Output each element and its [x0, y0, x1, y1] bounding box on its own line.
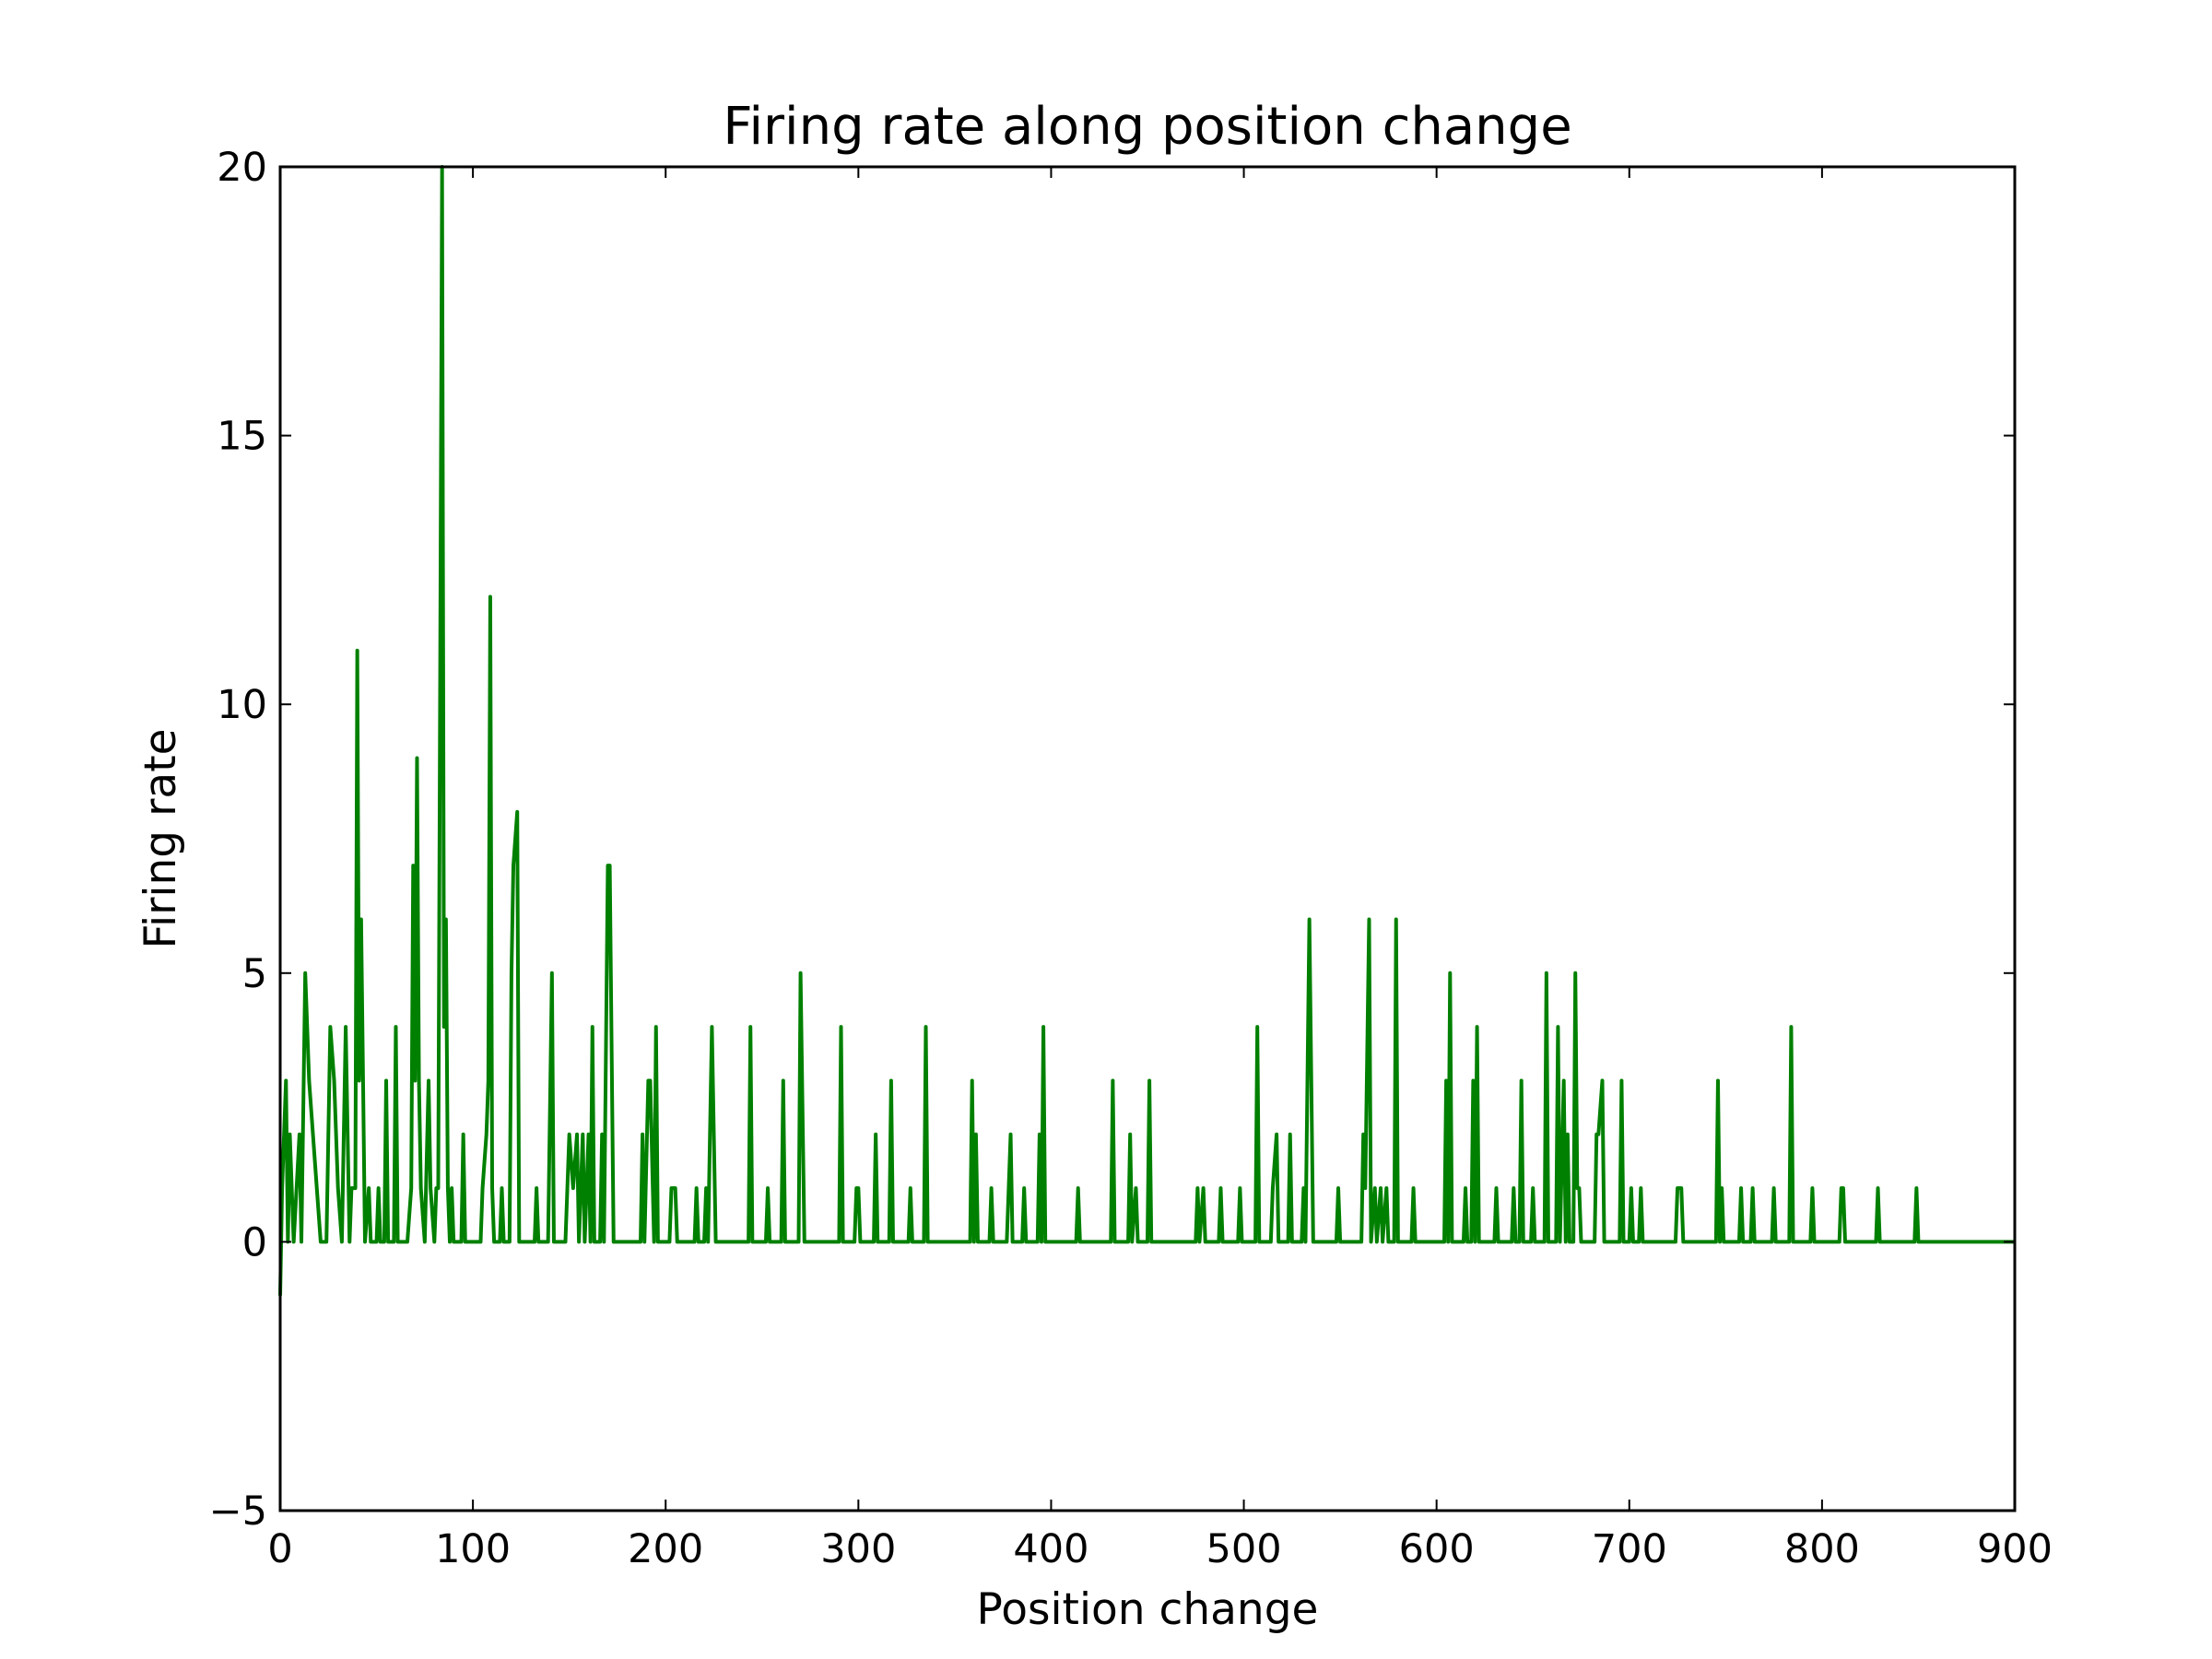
x-tick-label: 900 — [1977, 1526, 2053, 1572]
data-line — [278, 165, 2015, 1296]
x-tick-label: 0 — [267, 1526, 292, 1572]
x-tick-label: 700 — [1592, 1526, 1667, 1572]
x-tick-label: 100 — [435, 1526, 511, 1572]
plot-frame — [278, 165, 2017, 1512]
y-axis-label: Firing rate — [135, 728, 186, 948]
x-tick-label: 300 — [820, 1526, 896, 1572]
y-tick-label: 20 — [217, 145, 267, 191]
y-tick-label: 10 — [217, 682, 267, 728]
y-tick-label: −5 — [209, 1488, 267, 1535]
x-tick-label: 800 — [1784, 1526, 1860, 1572]
x-tick-label: 200 — [628, 1526, 703, 1572]
x-tick-label: 600 — [1399, 1526, 1475, 1572]
y-tick-label: 0 — [242, 1219, 267, 1265]
y-tick-label: 15 — [217, 414, 267, 460]
y-tick-label: 5 — [242, 951, 267, 997]
x-tick-label: 500 — [1206, 1526, 1282, 1572]
x-axis-label: Position change — [977, 1584, 1319, 1635]
chart-title: Firing rate along position change — [723, 97, 1571, 157]
x-tick-label: 400 — [1013, 1526, 1088, 1572]
